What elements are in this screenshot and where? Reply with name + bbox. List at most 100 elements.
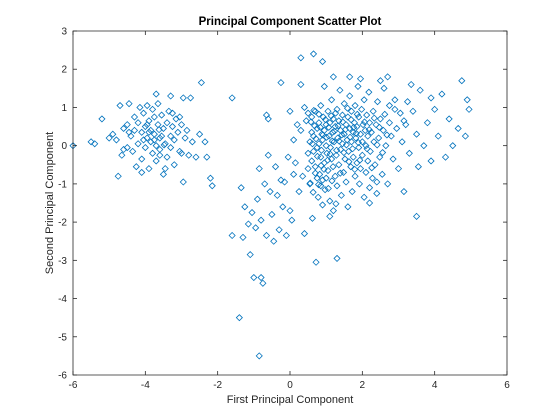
data-point xyxy=(152,142,160,150)
data-point xyxy=(306,179,314,187)
data-point xyxy=(342,141,350,149)
data-point xyxy=(385,119,394,127)
data-point xyxy=(463,96,471,104)
data-point xyxy=(156,151,164,159)
data-point xyxy=(346,133,354,141)
data-point xyxy=(334,122,342,130)
data-point xyxy=(465,105,473,113)
data-point xyxy=(344,203,352,211)
data-point xyxy=(360,118,369,126)
data-point xyxy=(304,109,312,117)
data-point xyxy=(300,230,309,238)
data-point xyxy=(179,178,187,186)
data-point xyxy=(378,170,386,178)
data-point xyxy=(130,113,139,121)
data-point xyxy=(376,153,384,161)
data-point xyxy=(369,107,377,115)
data-point xyxy=(312,135,320,143)
data-point xyxy=(358,151,366,159)
data-point xyxy=(321,116,330,124)
data-point xyxy=(340,100,348,108)
data-point xyxy=(384,73,392,81)
data-point xyxy=(449,142,457,150)
data-point xyxy=(235,314,243,322)
data-point xyxy=(262,231,271,240)
y-tick-label: 3 xyxy=(61,27,67,38)
data-point xyxy=(341,155,349,163)
data-point xyxy=(295,187,303,196)
data-point xyxy=(311,107,319,115)
data-point xyxy=(177,121,186,129)
data-point xyxy=(310,106,318,115)
data-point xyxy=(282,231,290,240)
y-tick-label: 1 xyxy=(61,103,67,114)
data-point xyxy=(163,119,171,127)
data-point xyxy=(165,107,173,115)
data-point xyxy=(427,94,435,102)
data-point xyxy=(347,138,356,146)
data-point xyxy=(338,131,346,139)
data-point xyxy=(414,163,422,171)
data-point xyxy=(372,121,380,129)
data-point xyxy=(297,126,305,134)
data-point xyxy=(197,79,205,87)
data-point xyxy=(154,100,162,108)
data-point xyxy=(393,124,401,133)
data-point xyxy=(324,166,332,175)
data-point xyxy=(324,156,332,164)
data-point xyxy=(349,145,357,153)
data-point xyxy=(391,105,399,113)
data-point xyxy=(206,174,214,182)
data-point xyxy=(400,117,408,125)
data-point xyxy=(333,105,341,113)
data-point xyxy=(139,136,148,144)
data-point xyxy=(351,172,359,180)
data-point xyxy=(396,109,404,117)
data-point xyxy=(347,163,355,171)
data-point xyxy=(345,158,353,166)
data-point xyxy=(183,126,191,134)
data-point xyxy=(335,137,343,145)
data-point xyxy=(138,168,146,176)
data-point xyxy=(145,165,153,173)
data-point xyxy=(379,148,387,157)
data-point xyxy=(315,140,323,148)
data-point xyxy=(340,130,348,138)
data-point xyxy=(337,191,345,199)
data-point xyxy=(264,115,272,123)
data-point xyxy=(340,148,348,157)
data-point xyxy=(307,118,315,126)
data-point xyxy=(332,151,340,159)
data-point xyxy=(366,199,374,207)
data-point xyxy=(158,111,166,119)
data-point xyxy=(293,121,301,129)
data-point xyxy=(275,226,283,234)
data-point xyxy=(241,203,249,211)
data-point xyxy=(331,122,339,131)
data-point xyxy=(139,109,148,117)
data-point xyxy=(326,212,334,220)
data-point xyxy=(326,197,334,205)
data-point xyxy=(143,121,151,129)
data-point xyxy=(156,134,164,142)
data-point xyxy=(141,122,149,131)
data-point xyxy=(311,122,319,130)
y-tick-label: -6 xyxy=(58,371,67,382)
data-point xyxy=(309,188,317,196)
x-tick-label: -6 xyxy=(69,380,78,391)
data-point xyxy=(373,98,382,106)
data-point xyxy=(304,165,312,173)
x-tick-label: 0 xyxy=(287,380,293,391)
data-point xyxy=(316,123,324,131)
data-point xyxy=(268,210,276,219)
data-point xyxy=(382,142,390,150)
x-tick-label: -2 xyxy=(213,380,222,391)
data-point xyxy=(329,128,337,136)
data-point xyxy=(286,107,294,115)
data-point xyxy=(273,191,281,199)
data-point xyxy=(345,147,353,155)
data-point xyxy=(427,157,435,165)
data-point xyxy=(409,107,417,115)
data-point xyxy=(129,147,137,155)
